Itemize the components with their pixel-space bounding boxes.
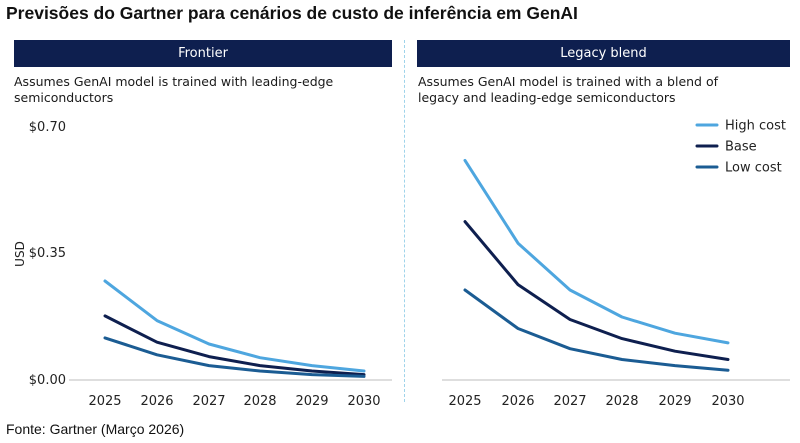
series-line-high-cost xyxy=(463,158,730,345)
x-tick-label: 2026 xyxy=(140,394,173,409)
source-note: Fonte: Gartner (Março 2026) xyxy=(6,421,185,437)
y-tick-label: $0.00 xyxy=(28,373,66,388)
x-tick-label: 2027 xyxy=(553,394,586,409)
x-tick-label: 2029 xyxy=(658,394,691,409)
legend-label: Base xyxy=(725,140,757,155)
panel-header-frontier: Frontier xyxy=(14,40,392,67)
x-tick-label: 2028 xyxy=(605,394,638,409)
y-tick-label: $0.35 xyxy=(28,246,66,261)
series-line-low-cost xyxy=(463,288,730,372)
legend-label: Low cost xyxy=(725,161,782,176)
x-tick-label: 2028 xyxy=(243,394,276,409)
series-line-base xyxy=(103,314,366,377)
legend-label: High cost xyxy=(725,119,786,134)
series-line-high-cost xyxy=(103,279,366,373)
x-tick-label: 2030 xyxy=(347,394,380,409)
x-tick-label: 2027 xyxy=(192,394,225,409)
panel-subtitle-legacy-blend: Assumes GenAI model is trained with a bl… xyxy=(418,74,719,105)
x-tick-label: 2026 xyxy=(501,394,534,409)
x-tick-label: 2025 xyxy=(88,394,121,409)
x-tick-label: 2025 xyxy=(448,394,481,409)
y-tick-label: $0.70 xyxy=(28,120,66,135)
series-line-low-cost xyxy=(103,336,366,378)
panel-subtitle-frontier: Assumes GenAI model is trained with lead… xyxy=(14,74,334,105)
panel-header-legacy-blend: Legacy blend xyxy=(417,40,790,67)
x-tick-label: 2029 xyxy=(295,394,328,409)
panel-divider xyxy=(404,40,405,402)
series-line-base xyxy=(463,220,730,361)
page-title: Previsões do Gartner para cenários de cu… xyxy=(6,3,578,23)
x-tick-label: 2030 xyxy=(711,394,744,409)
